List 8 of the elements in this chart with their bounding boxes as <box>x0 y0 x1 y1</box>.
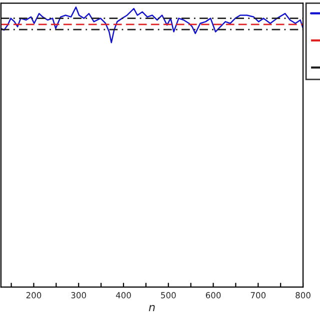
x-tick-label: 400 <box>116 292 131 298</box>
x-tick-label: 500 <box>161 292 176 298</box>
x-tick-label: 800 <box>296 292 310 298</box>
x-tick-label: 700 <box>250 292 266 298</box>
x-tick-label: 600 <box>206 292 221 298</box>
x-axis-title: n <box>148 304 155 312</box>
x-tick-label: 200 <box>26 292 42 298</box>
x-tick-label: 300 <box>71 292 86 298</box>
